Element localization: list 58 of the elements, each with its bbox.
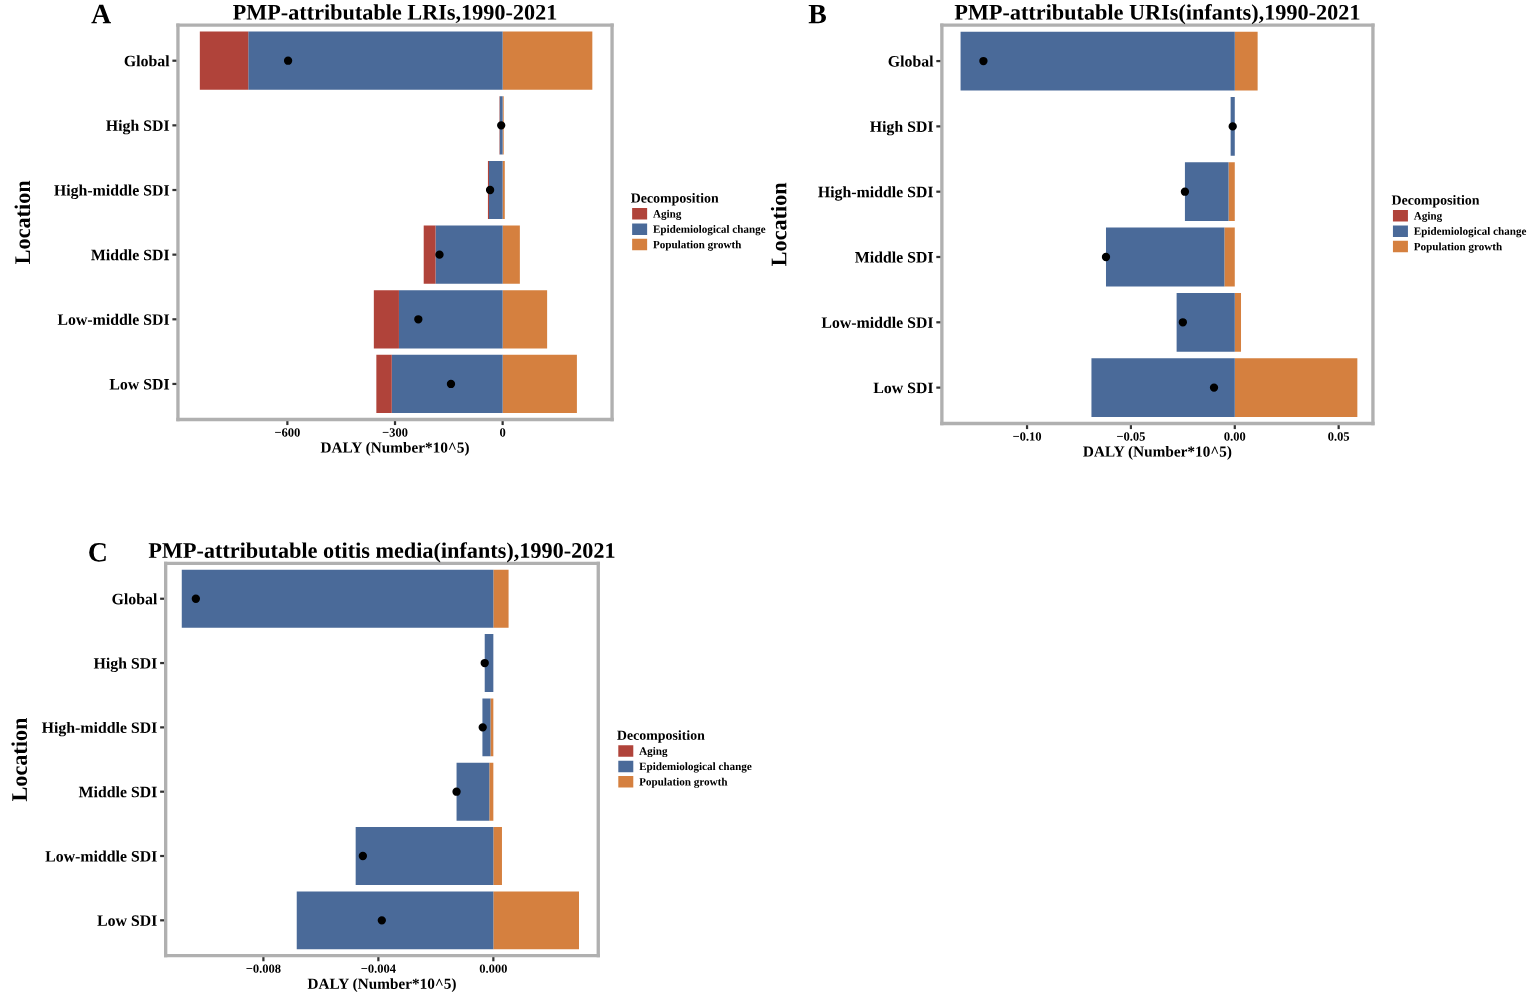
y-axis-title: Location [14,180,31,264]
bar [1176,292,1235,352]
bar [502,225,520,284]
text: A [91,4,111,24]
bar [1184,162,1229,222]
y-axis-title: Location [11,717,28,802]
bar [502,354,577,414]
bar [1105,227,1225,287]
chart-title: PMP-attributable URIs(infants),1990-2021 [954,3,1360,25]
bar [373,290,399,349]
bar [493,891,579,950]
point [1101,252,1111,262]
bar [502,290,548,349]
point [435,250,444,259]
bar [489,160,503,220]
text: B [808,4,827,24]
point [979,56,988,66]
point [497,121,506,130]
bar [456,762,490,821]
bar [423,225,436,284]
point [191,594,201,603]
point [283,56,293,65]
bar [482,698,491,757]
bar [1228,162,1235,222]
point [485,185,495,195]
bar [1234,31,1258,91]
text: C [89,543,106,562]
bar [960,31,1235,91]
bar [435,225,503,284]
bar [502,31,593,90]
point [414,315,423,324]
point [377,916,386,925]
chart-title: PMP-attributable otitis media(infants),1990-2021 [148,542,615,563]
bar [398,290,503,349]
bar [181,569,494,628]
bar [1234,292,1242,352]
point [480,658,489,668]
bar [248,31,503,90]
point [452,787,461,796]
y-axis-title: Location [770,182,787,266]
point [1178,318,1188,327]
point [446,379,456,389]
bar [355,827,494,885]
point [1228,122,1237,131]
chart-title: PMP-attributable LRIs,1990-2021 [233,4,557,24]
bar [493,827,502,885]
point [1180,187,1190,196]
bar [376,354,392,414]
bar [493,569,509,628]
bar [199,31,249,90]
point [358,851,368,861]
bar [1234,358,1358,417]
bar [391,354,503,414]
point [478,723,487,732]
bar [1224,227,1235,287]
point [1209,383,1219,392]
bar [1091,358,1235,417]
bar [296,891,494,950]
